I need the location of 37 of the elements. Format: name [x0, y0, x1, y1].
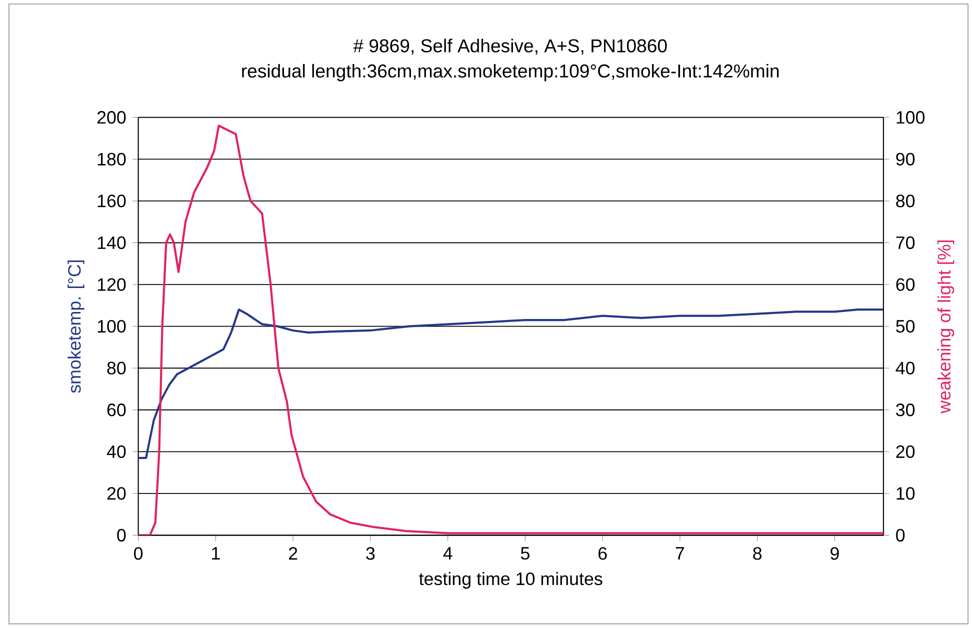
- y-tick-label: 0: [117, 529, 126, 542]
- x-axis-title: testing time 10 minutes: [419, 572, 602, 589]
- x-tick-label: 1: [212, 547, 220, 560]
- y2-axis-title: weakening of light [%]: [937, 240, 954, 414]
- y2-tick-label: 50: [896, 320, 915, 333]
- y-tick-label: 40: [106, 445, 126, 458]
- x-tick-label: 3: [366, 547, 375, 560]
- y2-tick-label: 0: [896, 529, 905, 542]
- y-tick-label: 200: [97, 111, 126, 124]
- y2-tick-label: 40: [896, 362, 915, 375]
- y2-tick-label: 30: [896, 404, 915, 416]
- y-tick-label: 100: [98, 320, 126, 333]
- x-tick-label: 6: [598, 547, 607, 560]
- y-tick-label: 160: [98, 194, 126, 208]
- y2-tick-label: 100: [896, 111, 925, 124]
- y2-tick-label: 60: [896, 278, 915, 291]
- x-tick-label: 4: [443, 547, 452, 560]
- y2-tick-label: 80: [896, 194, 915, 208]
- y2-tick-label: 70: [896, 236, 915, 250]
- chart-subtitle: residual length:36cm,max.smoketemp:109°C,smoke-Int:142%min: [242, 64, 779, 82]
- x-tick-label: 9: [830, 547, 839, 560]
- y-tick-label: 60: [107, 404, 126, 416]
- y-tick-label: 180: [98, 152, 126, 166]
- y-tick-label: 120: [98, 278, 126, 291]
- y-tick-label: 140: [98, 236, 126, 250]
- y-axis-title: smoketemp. [°C]: [68, 260, 84, 394]
- y2-tick-label: 90: [896, 152, 915, 166]
- y2-tick-label: 20: [896, 445, 915, 458]
- y2-tick-label: 10: [896, 487, 915, 500]
- x-tick-label: 5: [520, 547, 530, 560]
- x-tick-label: 7: [676, 547, 684, 560]
- y-tick-label: 20: [107, 487, 126, 500]
- x-tick-label: 8: [753, 547, 762, 560]
- chart-title: # 9869, Self Adhesive, A+S, PN10860: [353, 38, 667, 55]
- x-tick-label: 0: [134, 547, 143, 560]
- y-tick-label: 80: [107, 362, 126, 375]
- x-tick-label: 2: [288, 547, 298, 560]
